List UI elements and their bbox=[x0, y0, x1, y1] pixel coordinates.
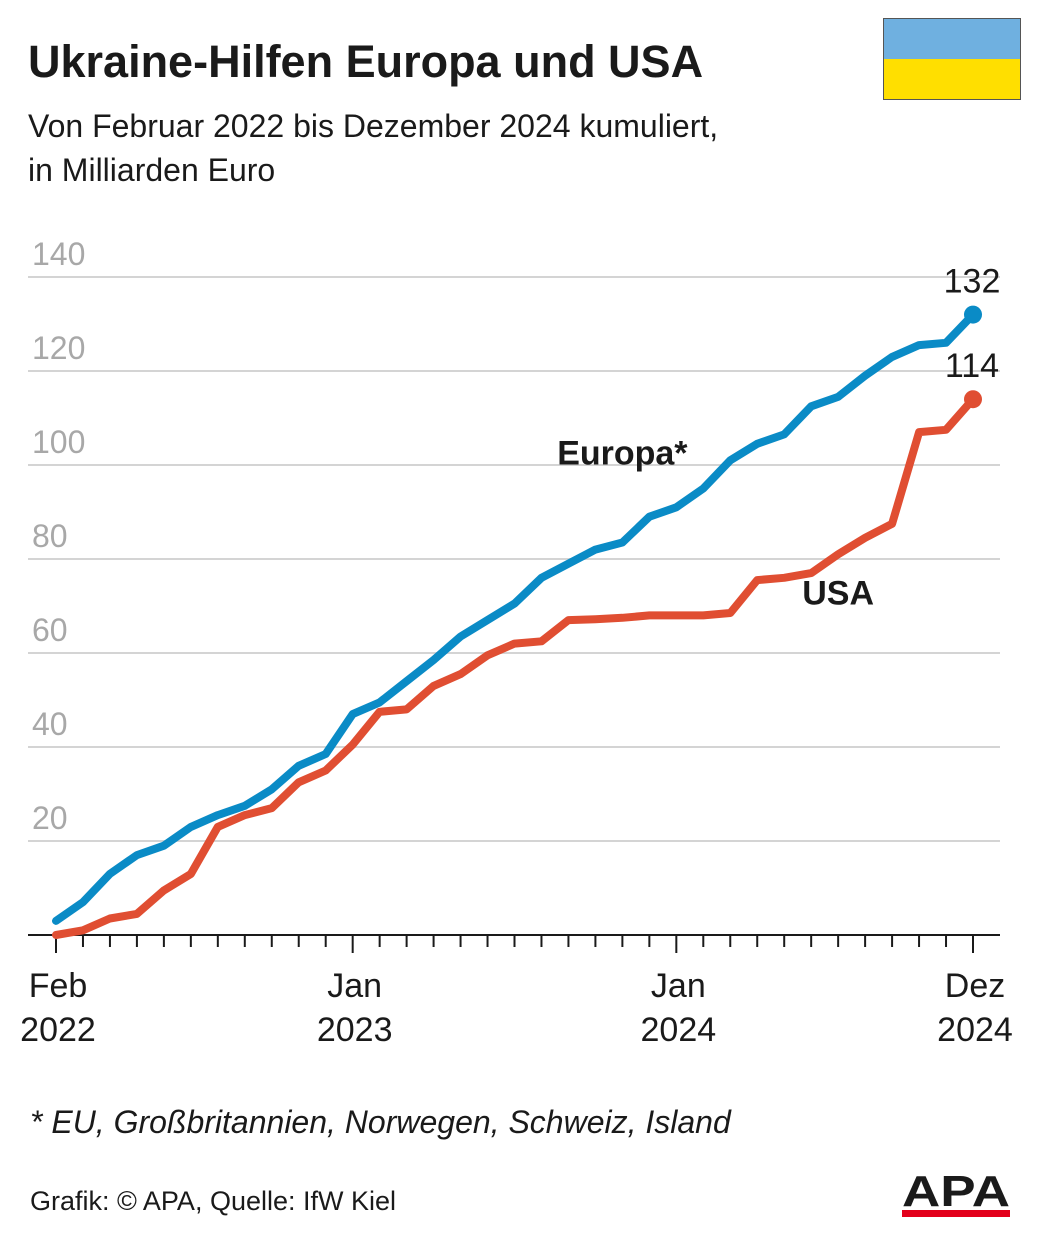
series-lines bbox=[52, 305, 982, 939]
x-axis: Feb 2022 Jan 2023 Jan 2024 Dez 2024 bbox=[20, 934, 1013, 1049]
flag-blue-stripe bbox=[884, 19, 1020, 59]
series-labels: 132 114 Europa* USA bbox=[557, 263, 1000, 613]
apa-logo-text: APA bbox=[902, 1170, 1010, 1216]
series-line-usa bbox=[52, 395, 977, 939]
series-line-europa bbox=[52, 310, 977, 925]
chart-title: Ukraine-Hilfen Europa und USA bbox=[28, 36, 704, 87]
footnote: * EU, Großbritannien, Norwegen, Schweiz,… bbox=[30, 1104, 731, 1140]
flag-yellow-stripe bbox=[884, 59, 1020, 99]
apa-logo-bar bbox=[902, 1210, 1010, 1217]
x-tick-label-month-2024-12: Dez bbox=[945, 967, 1005, 1005]
x-tick-label-year-2024-12: 2024 bbox=[937, 1011, 1013, 1049]
series-endpoint-usa bbox=[964, 390, 982, 409]
x-tick-label-month-2023-01: Jan bbox=[327, 967, 382, 1005]
source-credit: Grafik: © APA, Quelle: IfW Kiel bbox=[30, 1186, 397, 1216]
x-tick-label-year-2024-01: 2024 bbox=[641, 1011, 717, 1049]
y-tick-label-80: 80 bbox=[32, 518, 68, 554]
y-axis-tick-labels: 20 40 60 80 100 120 140 bbox=[32, 236, 85, 836]
series-endpoint-europa bbox=[964, 305, 982, 324]
y-tick-label-120: 120 bbox=[32, 330, 85, 366]
subtitle-line-2: in Milliarden Euro bbox=[28, 152, 276, 188]
ukraine-flag-icon bbox=[883, 18, 1021, 100]
grid-lines bbox=[28, 276, 1000, 842]
line-chart: 20 40 60 80 100 120 140 Feb 2022 Jan 2023 Jan 2024 D… bbox=[20, 236, 1013, 1049]
y-tick-label-40: 40 bbox=[32, 706, 68, 742]
x-tick-label-year-2023-01: 2023 bbox=[317, 1011, 393, 1049]
series-name-label-usa: USA bbox=[802, 574, 874, 612]
chart-subtitle: Von Februar 2022 bis Dezember 2024 kumul… bbox=[28, 104, 718, 192]
y-tick-label-20: 20 bbox=[32, 800, 68, 836]
end-value-label-usa: 114 bbox=[945, 347, 999, 385]
y-tick-label-60: 60 bbox=[32, 612, 68, 648]
x-tick-label-year-2022-02: 2022 bbox=[20, 1011, 96, 1049]
x-tick-label-month-2022-02: Feb bbox=[29, 967, 88, 1005]
x-tick-label-month-2024-01: Jan bbox=[651, 967, 706, 1005]
y-tick-label-100: 100 bbox=[32, 424, 85, 460]
apa-logo: APA bbox=[902, 1170, 1010, 1217]
end-value-label-europa: 132 bbox=[944, 263, 1001, 301]
series-name-label-europa: Europa* bbox=[557, 435, 688, 473]
y-tick-label-140: 140 bbox=[32, 236, 85, 272]
subtitle-line-1: Von Februar 2022 bis Dezember 2024 kumul… bbox=[28, 108, 719, 144]
